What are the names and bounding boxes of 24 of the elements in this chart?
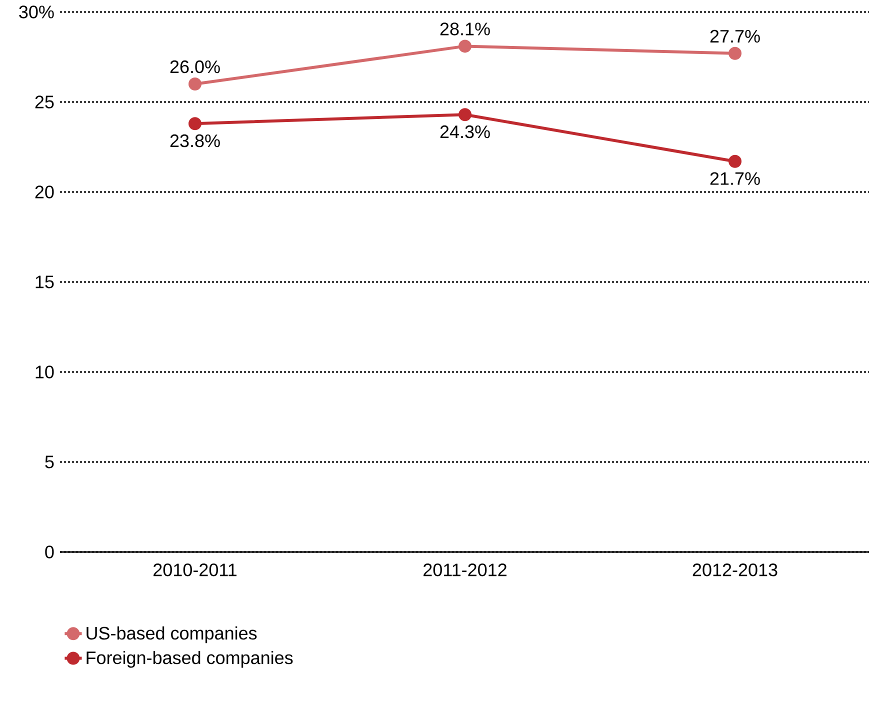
x-tick-label: 2011-2012 bbox=[424, 564, 506, 576]
x-tick-label: 2012-2013 bbox=[692, 564, 778, 576]
point bbox=[458, 108, 472, 122]
point bbox=[458, 40, 472, 53]
point bbox=[188, 78, 202, 90]
y-tick-label: 15 bbox=[36, 276, 54, 288]
data-label: 26.0% bbox=[170, 60, 220, 74]
point bbox=[728, 46, 742, 60]
y-tick-label: 25 bbox=[35, 96, 54, 108]
legend-label: Foreign-based companies bbox=[86, 650, 293, 668]
y-tick-label: 30% bbox=[19, 6, 54, 18]
legend-label: US-based companies bbox=[86, 626, 257, 644]
x-tick-label: 2010-2011 bbox=[154, 564, 236, 576]
point bbox=[188, 117, 202, 130]
point bbox=[728, 154, 742, 168]
y-tick-label: 10 bbox=[36, 366, 54, 378]
y-tick-label: 20 bbox=[35, 186, 54, 198]
data-label: 21.7% bbox=[710, 172, 760, 185]
data-label: 27.7% bbox=[710, 30, 760, 43]
y-tick-label: 0 bbox=[45, 546, 54, 558]
data-label: 24.3% bbox=[440, 125, 490, 138]
data-label: 28.1% bbox=[440, 22, 490, 36]
y-tick-label: 5 bbox=[45, 456, 54, 468]
data-label: 23.8% bbox=[170, 134, 220, 148]
